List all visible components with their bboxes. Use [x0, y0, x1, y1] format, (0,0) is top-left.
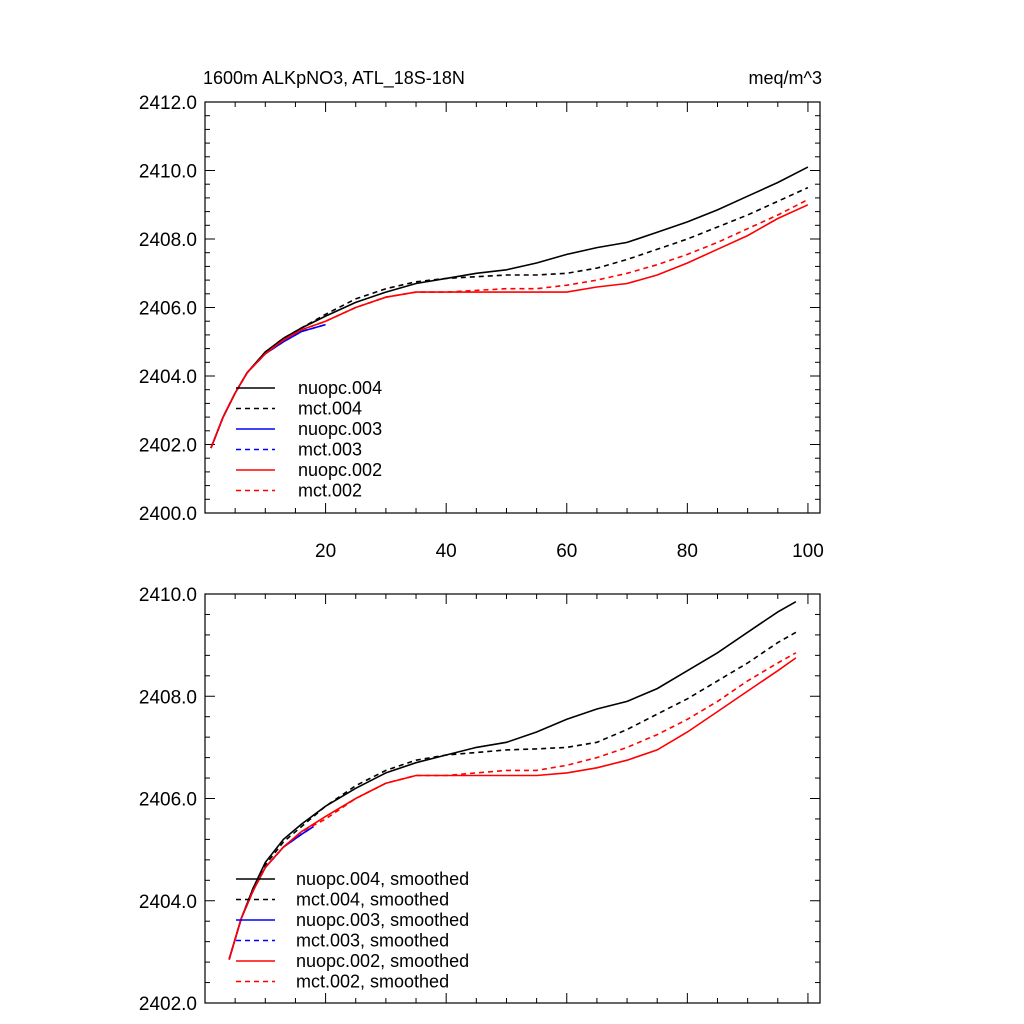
series-line	[228, 652, 797, 960]
x-tick-label: 20	[315, 541, 336, 562]
y-tick-label: 2408.0	[139, 687, 197, 708]
y-tick-label: 2412.0	[139, 93, 197, 114]
chart-title: 1600m ALKpNO3, ATL_18S-18N	[203, 68, 465, 89]
legend-label: nuopc.004, smoothed	[296, 869, 469, 889]
x-tick-label: 40	[436, 541, 457, 562]
bottom-panel: 2402.0 2404.0 2406.0 2408.0 2410.0 nuopc.004,…	[139, 585, 821, 1015]
series-line	[210, 198, 809, 449]
legend-label: mct.002, smoothed	[296, 972, 449, 992]
legend-label: nuopc.003	[298, 419, 382, 439]
y-tick-label: 2404.0	[139, 367, 197, 388]
series-line	[210, 166, 809, 449]
series-line	[228, 601, 797, 960]
series-line	[210, 204, 809, 449]
x-tick-label: 80	[677, 541, 698, 562]
y-tick-label: 2410.0	[139, 585, 197, 606]
series-line	[210, 186, 809, 449]
y-tick-label: 2406.0	[139, 299, 197, 320]
legend-label: mct.003	[298, 440, 362, 460]
chart-units: meq/m^3	[749, 68, 822, 88]
legend-label: nuopc.004	[298, 378, 382, 398]
y-tick-label: 2402.0	[139, 436, 197, 457]
y-tick-label: 2400.0	[139, 504, 197, 525]
series-line	[228, 631, 797, 960]
y-tick-label: 2406.0	[139, 790, 197, 811]
legend-label: mct.003, smoothed	[296, 931, 449, 951]
legend-label: mct.002	[298, 481, 362, 501]
y-tick-label: 2410.0	[139, 162, 197, 183]
y-tick-label: 2408.0	[139, 230, 197, 251]
y-tick-label: 2402.0	[139, 994, 197, 1015]
legend-label: nuopc.003, smoothed	[296, 910, 469, 930]
x-tick-label: 60	[556, 541, 577, 562]
top-panel: 2400.0 2402.0 2404.0 2406.0 2408.0 2410.0 2412…	[139, 93, 824, 562]
y-tick-label: 2404.0	[139, 892, 197, 913]
legend-label: mct.004	[298, 399, 362, 419]
legend-label: nuopc.002	[298, 460, 382, 480]
legend-label: nuopc.002, smoothed	[296, 951, 469, 971]
x-tick-label: 100	[792, 541, 824, 562]
legend-label: mct.004, smoothed	[296, 890, 449, 910]
